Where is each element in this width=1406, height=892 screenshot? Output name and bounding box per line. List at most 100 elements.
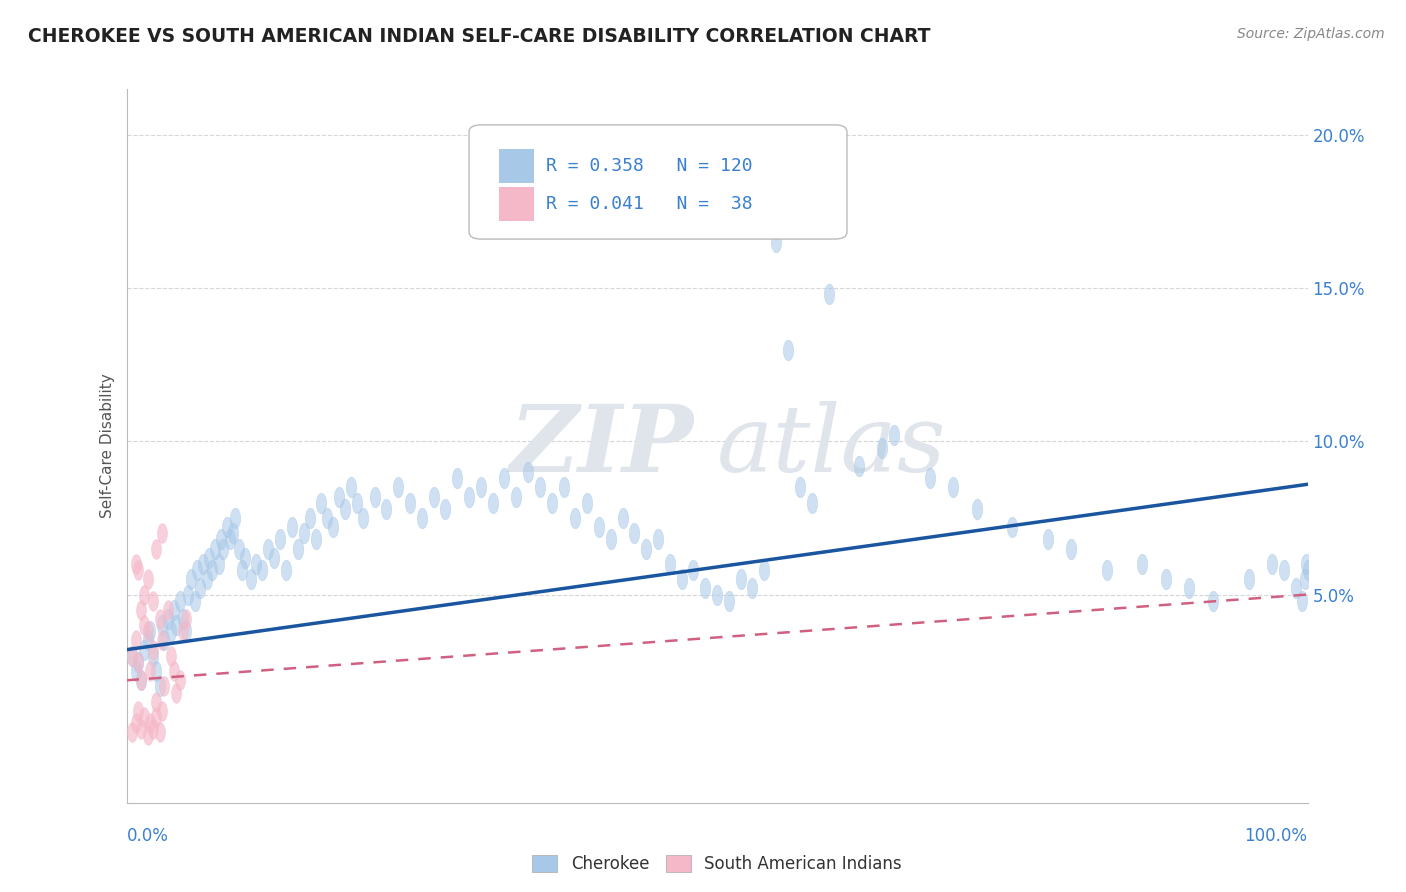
Point <box>322 520 344 534</box>
Point <box>165 618 187 632</box>
Point <box>328 490 350 504</box>
Point <box>219 533 242 547</box>
Point <box>1202 593 1225 607</box>
Point <box>494 471 516 485</box>
Point <box>1296 563 1319 577</box>
Point <box>695 582 717 596</box>
Point <box>387 480 409 494</box>
Point <box>1178 582 1201 596</box>
Point <box>129 723 152 737</box>
Point <box>599 533 621 547</box>
Point <box>1294 572 1316 586</box>
Point <box>340 480 363 494</box>
Point <box>274 563 297 577</box>
Point <box>134 710 156 724</box>
Point <box>150 526 173 541</box>
Point <box>636 541 658 556</box>
Point <box>800 496 823 510</box>
Point <box>529 480 551 494</box>
Point <box>172 612 194 626</box>
Point <box>228 541 250 556</box>
Point <box>1272 563 1295 577</box>
Point <box>139 716 162 731</box>
Point <box>172 624 194 639</box>
Point <box>127 655 149 669</box>
Point <box>257 541 280 556</box>
Text: 0.0%: 0.0% <box>127 827 169 846</box>
Point <box>145 664 167 678</box>
Point <box>612 511 634 525</box>
Point <box>136 624 159 639</box>
Point <box>121 648 143 663</box>
Point <box>150 704 173 718</box>
Point <box>174 624 197 639</box>
Point <box>576 496 599 510</box>
Point <box>145 695 167 709</box>
Point <box>160 624 183 639</box>
Point <box>375 501 398 516</box>
Point <box>588 520 610 534</box>
Text: CHEROKEE VS SOUTH AMERICAN INDIAN SELF-CARE DISABILITY CORRELATION CHART: CHEROKEE VS SOUTH AMERICAN INDIAN SELF-C… <box>28 27 931 45</box>
Point <box>263 550 285 565</box>
Point <box>422 490 444 504</box>
Point <box>682 563 704 577</box>
Point <box>304 533 326 547</box>
Point <box>848 458 870 473</box>
Point <box>150 618 173 632</box>
Point <box>129 603 152 617</box>
Point <box>127 704 149 718</box>
Point <box>195 572 218 586</box>
Point <box>141 648 163 663</box>
Point <box>1060 541 1083 556</box>
Point <box>134 588 156 602</box>
Point <box>818 287 841 301</box>
Point <box>156 603 179 617</box>
Text: R = 0.041   N =  38: R = 0.041 N = 38 <box>546 195 752 213</box>
Point <box>193 557 215 571</box>
Point <box>706 588 728 602</box>
Point <box>245 557 267 571</box>
Point <box>517 465 540 479</box>
Point <box>188 582 211 596</box>
Point <box>136 633 159 648</box>
Point <box>134 642 156 657</box>
Point <box>623 526 645 541</box>
Point <box>446 471 468 485</box>
Point <box>153 633 176 648</box>
Point <box>647 533 669 547</box>
Point <box>333 501 356 516</box>
Point <box>717 593 740 607</box>
Point <box>163 664 186 678</box>
Point <box>1036 533 1059 547</box>
Point <box>458 490 481 504</box>
Point <box>139 624 162 639</box>
Point <box>966 501 988 516</box>
Text: R = 0.358   N = 120: R = 0.358 N = 120 <box>546 157 752 175</box>
Point <box>765 235 787 250</box>
Point <box>149 612 172 626</box>
Point <box>658 557 681 571</box>
Point <box>352 511 374 525</box>
Point <box>139 664 162 678</box>
Point <box>553 480 575 494</box>
Point <box>741 582 763 596</box>
Point <box>564 511 586 525</box>
Point <box>1237 572 1260 586</box>
Point <box>292 526 315 541</box>
Point <box>231 563 253 577</box>
Point <box>883 428 905 442</box>
Point <box>1291 593 1313 607</box>
FancyBboxPatch shape <box>470 125 846 239</box>
Point <box>129 673 152 688</box>
Bar <box>499 149 534 184</box>
Point <box>169 673 191 688</box>
Point <box>789 480 811 494</box>
Point <box>1130 557 1153 571</box>
Point <box>125 664 148 678</box>
Point <box>165 685 187 699</box>
Point <box>127 563 149 577</box>
Point <box>186 563 208 577</box>
Point <box>252 563 274 577</box>
Point <box>198 550 221 565</box>
Point <box>1295 557 1317 571</box>
